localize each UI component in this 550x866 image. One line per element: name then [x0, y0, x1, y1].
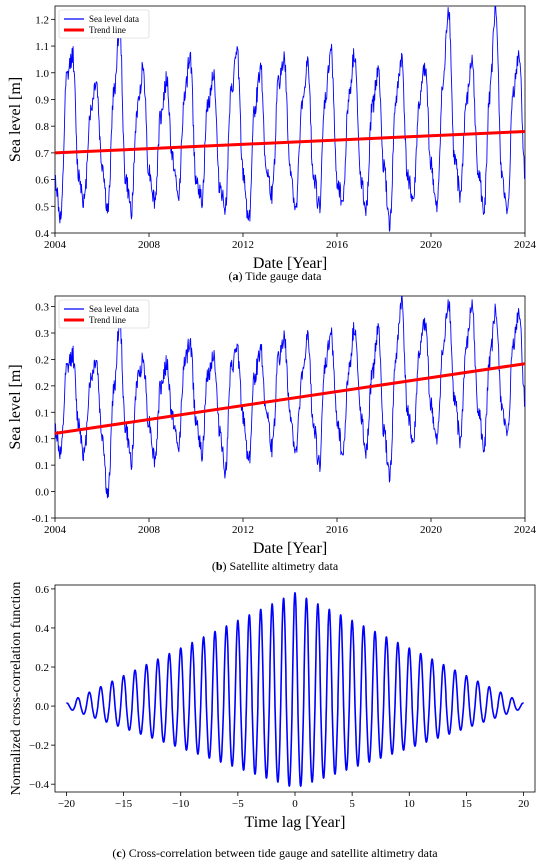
plot-area	[55, 296, 525, 499]
trend-line	[55, 130, 525, 155]
y-tick-label: −0.2	[29, 740, 49, 752]
chart-c: −20 −15 −10 −5 0 5 10 15 20 −0.4 −0.2 0.0 0.2 0.4 0.6 T…	[9, 582, 536, 831]
y-axis-label: Sea level [m]	[7, 364, 24, 449]
x-tick-label: 2004	[44, 239, 67, 251]
y-tick-label: 0.0	[35, 487, 49, 499]
x-tick-label: 2008	[138, 239, 161, 251]
trend-line	[55, 362, 525, 435]
legend-label: Trend line	[89, 315, 126, 325]
y-tick-label: 0.1	[35, 407, 49, 419]
x-tick-label: −20	[58, 798, 76, 810]
legend-label: Trend line	[89, 25, 126, 35]
y-tick-label: 0.4	[35, 228, 49, 240]
caption-c: (c) Cross-correlation between tide gauge…	[112, 846, 438, 860]
chart-a: 2004 2008 2012 2016 2020 2024 0.4 0.5 0.6 0.7 0.8 0…	[7, 5, 537, 272]
y-tick-label: 0.3	[35, 328, 49, 340]
chart-panel-a: 2004 2008 2012 2016 2020 2024 0.4 0.5 0.6 0.7 0.8 0…	[0, 0, 550, 290]
sea-level-line	[55, 6, 525, 232]
y-tick-label: 1.1	[35, 41, 49, 53]
x-tick-label: 15	[461, 798, 473, 810]
y-tick-label: 0.2	[35, 662, 49, 674]
y-tick-label: 0.1	[35, 460, 49, 472]
sea-level-line	[55, 296, 525, 499]
y-tick-label: 0.8	[35, 121, 49, 133]
x-tick-label: 0	[292, 798, 298, 810]
x-tick-label: −10	[172, 798, 190, 810]
cross-correlation-line	[65, 592, 525, 787]
y-tick-label: 0.1	[35, 434, 49, 446]
x-tick-label: −15	[115, 798, 133, 810]
y-tick-label: 0.2	[35, 354, 49, 366]
plot-frame	[54, 584, 536, 793]
y-axis-label: Sea level [m]	[7, 77, 24, 162]
x-tick-label: 2020	[420, 239, 443, 251]
x-tick-label: 2016	[326, 524, 349, 536]
x-tick-label: 2020	[420, 524, 443, 536]
y-tick-label: 1.0	[35, 68, 49, 80]
chart-panel-c: −20 −15 −10 −5 0 5 10 15 20 −0.4 −0.2 0.0 0.2 0.4 0.6 T…	[0, 580, 550, 866]
x-tick-label: 2024	[514, 239, 537, 251]
x-tick-label: 2008	[138, 524, 161, 536]
chart-b: 2004 2008 2012 2016 2020 2024 -0.1 0.0 0.1 0.1 0.1…	[7, 295, 537, 557]
y-tick-label: -0.1	[32, 513, 49, 525]
y-tick-label: 0.0	[35, 701, 49, 713]
y-tick-label: 0.9	[35, 94, 49, 106]
y-tick-label: 0.6	[35, 175, 49, 187]
plot-area	[55, 6, 525, 232]
y-tick-label: 0.4	[35, 623, 49, 635]
plot-frame	[54, 5, 526, 234]
y-axis-label: Normalized cross-correlation function	[9, 582, 24, 796]
x-axis-label: Date [Year]	[253, 255, 327, 272]
x-tick-label: 10	[404, 798, 416, 810]
caption-b: (b) Satellite altimetry data	[211, 559, 339, 573]
y-tick-label: 0.6	[35, 584, 49, 596]
chart-panel-b: 2004 2008 2012 2016 2020 2024 -0.1 0.0 0.1 0.1 0.1…	[0, 290, 550, 580]
caption-a: (a) Tide gauge data	[228, 269, 322, 283]
x-axis-label: Time lag [Year]	[245, 814, 346, 831]
y-tick-label: 0.5	[35, 201, 49, 213]
x-tick-label: 5	[349, 798, 355, 810]
plot-frame	[54, 295, 526, 519]
y-tick-label: 0.7	[35, 148, 49, 160]
x-tick-label: −5	[232, 798, 244, 810]
y-tick-label: 0.3	[35, 302, 49, 314]
y-tick-label: 1.2	[35, 14, 49, 26]
y-tick-label: −0.4	[29, 779, 49, 791]
x-tick-label: 2012	[232, 239, 254, 251]
x-tick-label: 2016	[326, 239, 349, 251]
y-tick-label: 0.2	[35, 381, 49, 393]
x-tick-label: 2004	[44, 524, 67, 536]
x-axis-label: Date [Year]	[253, 540, 327, 557]
legend-label: Sea level data	[89, 304, 139, 314]
plot-area	[65, 592, 525, 787]
x-tick-label: 2024	[514, 524, 537, 536]
x-tick-label: 20	[518, 798, 530, 810]
legend-label: Sea level data	[89, 14, 139, 24]
x-tick-label: 2012	[232, 524, 254, 536]
